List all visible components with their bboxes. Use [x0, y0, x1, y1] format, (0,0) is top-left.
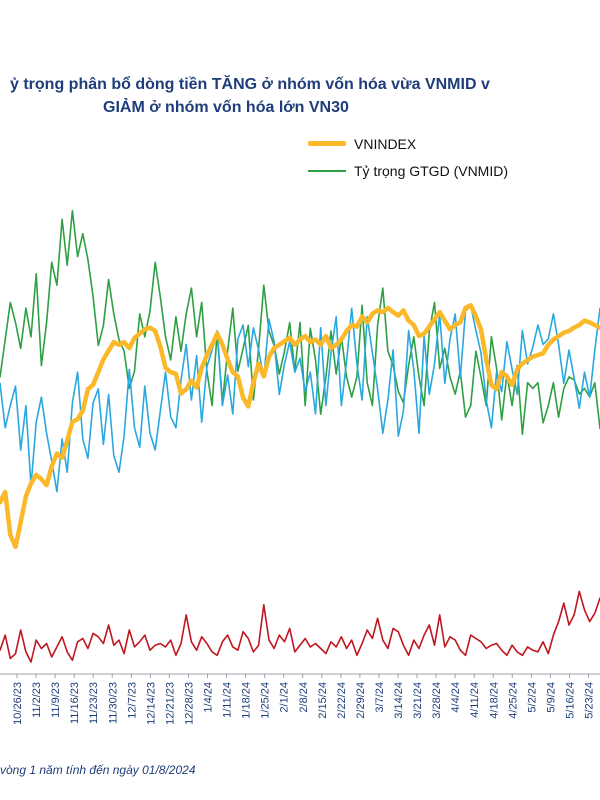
chart-title-line-1: ỷ trọng phân bổ dòng tiền TĂNG ở nhóm vố… — [10, 76, 490, 93]
series-line-small — [0, 590, 600, 663]
x-tick-label: 1/25/24 — [260, 682, 272, 719]
x-tick-label: 2/22/24 — [336, 682, 348, 719]
x-tick-label: 4/11/24 — [469, 682, 481, 718]
x-tick-label: 4/4/24 — [450, 682, 462, 713]
x-tick-label: 1/18/24 — [241, 682, 253, 719]
x-tick-label: 12/21/23 — [164, 682, 176, 725]
legend-item-vnmid: Tỷ trọng GTGD (VNMID) — [308, 157, 508, 184]
x-tick-label: 5/23/24 — [584, 682, 596, 719]
x-tick-label: 1/4/24 — [203, 682, 215, 713]
legend-swatch-vnindex — [308, 141, 346, 146]
x-tick-label: 3/21/24 — [412, 682, 424, 719]
series-line-vnmid — [0, 209, 600, 436]
x-tick-label: 4/18/24 — [488, 682, 500, 719]
legend-label-vnmid: Tỷ trọng GTGD (VNMID) — [354, 162, 509, 179]
series-line-vnindex — [0, 303, 600, 550]
x-tick-label: 12/7/23 — [126, 682, 138, 719]
x-tick-label: 2/29/24 — [355, 682, 367, 719]
x-tick-label: 3/28/24 — [431, 682, 443, 719]
x-tick-label: 5/16/24 — [564, 682, 576, 719]
chart-lines — [0, 209, 600, 663]
x-axis-ticks: 10/26/23 11/2/23 11/9/23 11/16/23 11/23/23 11… — [12, 674, 596, 725]
x-tick-label: 10/26/23 — [12, 682, 24, 725]
legend-swatch-vnmid — [308, 169, 346, 172]
x-tick-label: 11/30/23 — [107, 682, 119, 724]
x-tick-label: 11/16/23 — [69, 682, 81, 724]
x-tick-label: 5/2/24 — [526, 682, 538, 713]
x-tick-label: 2/1/24 — [279, 682, 291, 713]
x-tick-label: 11/2/23 — [31, 682, 43, 718]
chart-title-line-2: GIẢM ở nhóm vốn hóa lớn VN30 — [103, 99, 349, 116]
x-tick-label: 3/7/24 — [374, 682, 386, 713]
x-tick-label: 12/28/23 — [183, 682, 195, 725]
x-tick-label: 3/14/24 — [393, 682, 405, 719]
x-tick-label: 11/23/23 — [88, 682, 100, 724]
x-tick-label: 4/25/24 — [507, 682, 519, 719]
chart-legend: VNINDEX Tỷ trọng GTGD (VNMID) — [308, 130, 508, 184]
x-tick-label: 5/9/24 — [545, 682, 557, 713]
x-tick-label: 2/8/24 — [298, 682, 310, 713]
x-tick-label: 12/14/23 — [145, 682, 157, 725]
x-tick-label: 1/11/24 — [222, 682, 234, 718]
legend-item-vnindex: VNINDEX — [308, 130, 508, 157]
x-tick-label: 2/15/24 — [317, 682, 329, 719]
x-tick-label: 11/9/23 — [50, 682, 62, 718]
legend-label-vnindex: VNINDEX — [354, 135, 417, 152]
footnote: vòng 1 năm tính đến ngày 01/8/2024 — [0, 763, 196, 777]
